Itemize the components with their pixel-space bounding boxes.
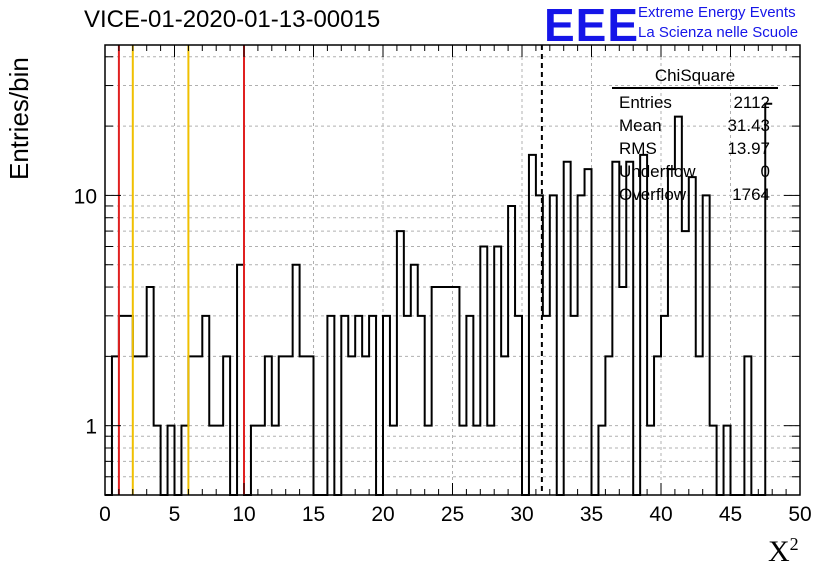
x-tick-label: 45 bbox=[719, 503, 742, 526]
stats-label: Entries bbox=[619, 93, 672, 112]
y-tick-label: 1 bbox=[85, 416, 97, 439]
stats-value: 1764 bbox=[732, 185, 770, 204]
x-tick-label: 10 bbox=[232, 503, 255, 526]
y-axis-label: Entries/bin bbox=[4, 57, 34, 180]
x-tick-label: 50 bbox=[788, 503, 811, 526]
stats-title: ChiSquare bbox=[612, 66, 778, 89]
x-axis-label: X2 bbox=[768, 534, 799, 568]
stats-value: 13.97 bbox=[727, 139, 770, 158]
stats-label: Mean bbox=[619, 116, 662, 135]
x-tick-label: 15 bbox=[302, 503, 325, 526]
stats-box: ChiSquare Entries 2112 Mean 31.43 RMS 13.97… bbox=[612, 66, 778, 206]
stats-label: Overflow bbox=[619, 185, 687, 204]
histogram-line bbox=[105, 102, 773, 496]
x-tick-label: 35 bbox=[580, 503, 603, 526]
chart-title: VICE-01-2020-01-13-00015 bbox=[84, 6, 381, 33]
x-tick-label: 40 bbox=[649, 503, 672, 526]
x-tick-label: 30 bbox=[510, 503, 533, 526]
stats-row-rms: RMS 13.97 bbox=[612, 137, 778, 160]
stats-row-overflow: Overflow 1764 bbox=[612, 183, 778, 206]
brand-line-1: Extreme Energy Events bbox=[638, 4, 796, 21]
brand-line-2: La Scienza nelle Scuole bbox=[638, 24, 799, 41]
x-tick-label: 25 bbox=[441, 503, 464, 526]
x-tick-label: 5 bbox=[169, 503, 181, 526]
eee-logo: EEE bbox=[544, 0, 640, 51]
stats-row-mean: Mean 31.43 bbox=[612, 114, 778, 137]
stats-label: RMS bbox=[619, 139, 657, 158]
stats-row-underflow: Underflow 0 bbox=[612, 160, 778, 183]
x-tick-label: 0 bbox=[99, 503, 111, 526]
stats-value: 2112 bbox=[733, 93, 770, 112]
stats-value: 31.43 bbox=[727, 116, 770, 135]
x-tick-label: 20 bbox=[371, 503, 394, 526]
stats-row-entries: Entries 2112 bbox=[612, 91, 778, 114]
y-tick-label: 10 bbox=[74, 185, 97, 208]
stats-value: 0 bbox=[760, 162, 770, 181]
stats-label: Underflow bbox=[619, 162, 696, 181]
